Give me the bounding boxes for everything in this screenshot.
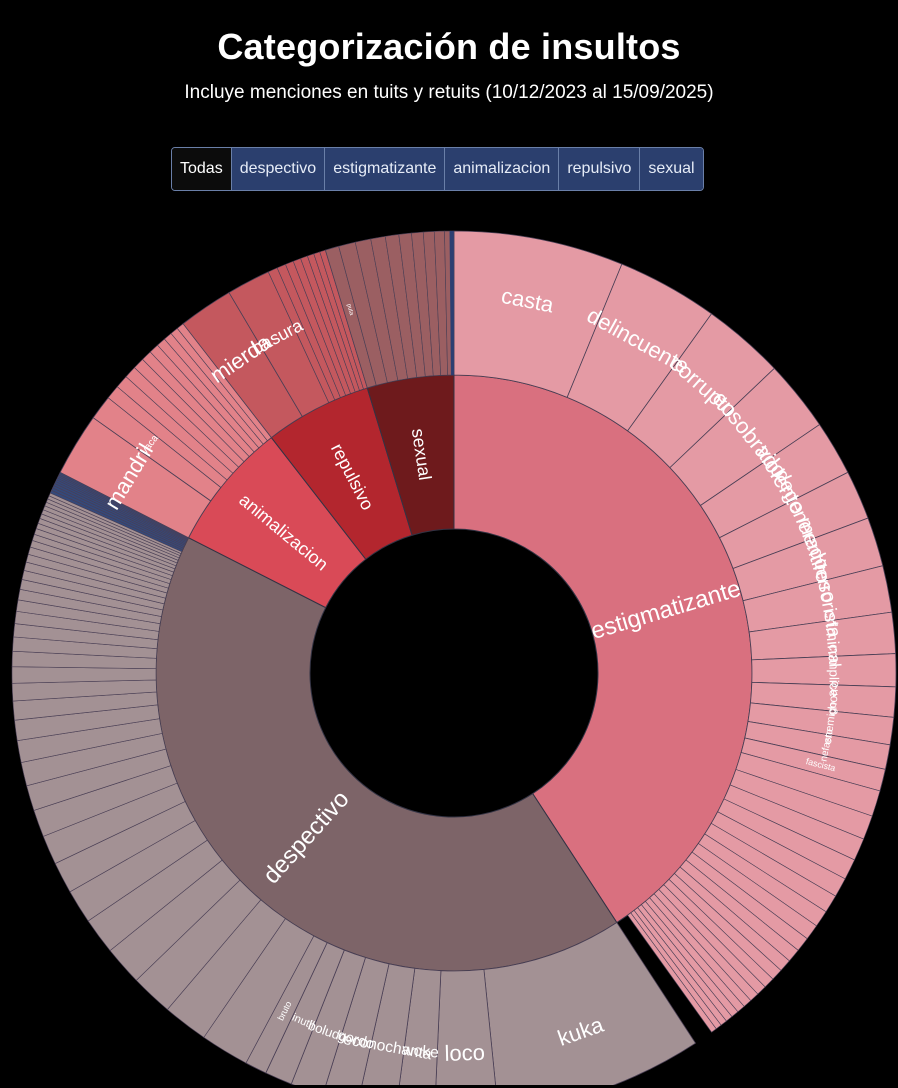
filter-animalizacion-button[interactable]: animalizacion [444,148,559,190]
sub-estigmatizante-minor-arc[interactable] [627,912,717,1033]
sub-puta-label: puta [345,303,354,317]
filter-sexual-button[interactable]: sexual [639,148,703,190]
sub-loco-label: loco [444,1040,485,1066]
sub-complice-arc[interactable] [751,653,897,688]
sunburst-chart: castadelincuentecorruptoensobradoviolent… [11,230,897,1085]
sub-woke-label: woke [401,1041,440,1061]
sub-complice-label: complice [826,644,841,697]
sub-kuka-arc[interactable] [483,922,697,1085]
filter-repulsivo-button[interactable]: repulsivo [558,148,640,190]
chart-subtitle: Incluye menciones en tuits y retuits (10… [184,82,714,103]
filter-despectivo-button[interactable]: despectivo [230,148,325,190]
minor-boundary-sliver-arc[interactable] [449,230,454,376]
sunburst-sectors [11,230,897,1085]
chart-title: Categorización de insultos [217,26,681,67]
filter-todas-button[interactable]: Todas [172,148,231,190]
sub-enemigo-label: enemigo [822,701,840,745]
sub-chorro-label: chorro [825,680,841,716]
category-filter-bar: Todas despectivo estigmatizante animaliz… [171,147,704,191]
filter-estigmatizante-button[interactable]: estigmatizante [324,148,445,190]
